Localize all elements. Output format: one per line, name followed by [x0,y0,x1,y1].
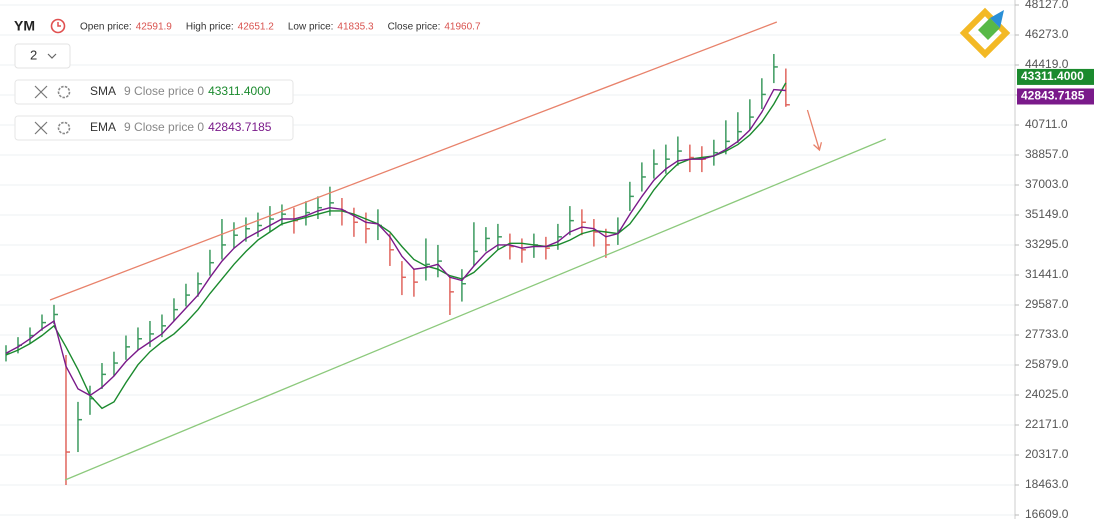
legend-value: 42843.7185 [208,120,272,134]
price-tag [1017,88,1094,105]
y-tick-label: 48127.0 [1025,0,1069,11]
y-tick-label: 37003.0 [1025,177,1069,191]
y-tick-label: 38857.0 [1025,147,1069,161]
price-tag [1017,68,1094,85]
indicator-line [5,82,787,410]
remove-icon[interactable] [34,121,48,135]
settings-icon[interactable] [57,85,71,99]
y-tick-label: 24025.0 [1025,387,1069,401]
y-tick-label: 27733.0 [1025,327,1069,341]
legend-params: 9 Close price 0 [124,120,204,134]
legend-box [14,115,294,141]
clock-icon[interactable] [50,18,66,34]
y-tick-label: 44419.0 [1025,57,1069,71]
y-tick-label: 33295.0 [1025,237,1069,251]
y-tick-label: 46273.0 [1025,27,1069,41]
grid [0,4,1015,516]
remove-icon[interactable] [34,85,48,99]
info-label: Open price: [80,22,132,33]
info-value: 42591.9 [136,22,173,33]
info-value: 41960.7 [444,22,481,33]
legend-name: SMA [90,84,116,98]
y-tick-label: 29587.0 [1025,297,1069,311]
trendline [49,21,778,301]
info-label: High price: [186,22,234,33]
legend-value: 43311.4000 [208,84,271,98]
y-tick-label: 18463.0 [1025,477,1069,491]
settings-icon[interactable] [57,121,71,135]
trendline [64,138,887,481]
chevron [47,53,57,59]
interval-value: 2 [30,47,37,62]
price-tag-label: 42843.7185 [1021,89,1085,103]
logo [959,7,1011,59]
price-axis: 48127.046273.044419.042565.040711.038857… [1015,0,1094,519]
legend: SMA 9 Close price 0 43311.4000 EMA 9 Close p… [14,79,294,141]
price-info: Open price: 42591.9 High price: 42651.2 Low … [80,22,481,33]
legend-params: 9 Close price 0 [124,84,204,98]
plot [5,21,887,486]
symbol: YM [14,18,35,34]
info-label: Close price: [388,22,441,33]
y-tick-label: 16609.0 [1025,507,1069,519]
y-tick-label: 22171.0 [1025,417,1069,431]
arrow [806,109,823,152]
info-value: 41835.3 [337,22,374,33]
legend-name: EMA [90,120,116,134]
indicator-line [5,88,786,397]
info-value: 42651.2 [238,22,275,33]
price-tag-label: 43311.4000 [1021,69,1084,83]
interval-select[interactable] [14,43,71,69]
info-label: Low price: [288,22,334,33]
y-tick-label: 31441.0 [1025,267,1069,281]
y-tick-label: 25879.0 [1025,357,1069,371]
y-tick-label: 20317.0 [1025,447,1069,461]
y-tick-label: 35149.0 [1025,207,1069,221]
y-tick-label: 40711.0 [1025,117,1068,131]
legend-box [14,79,294,105]
